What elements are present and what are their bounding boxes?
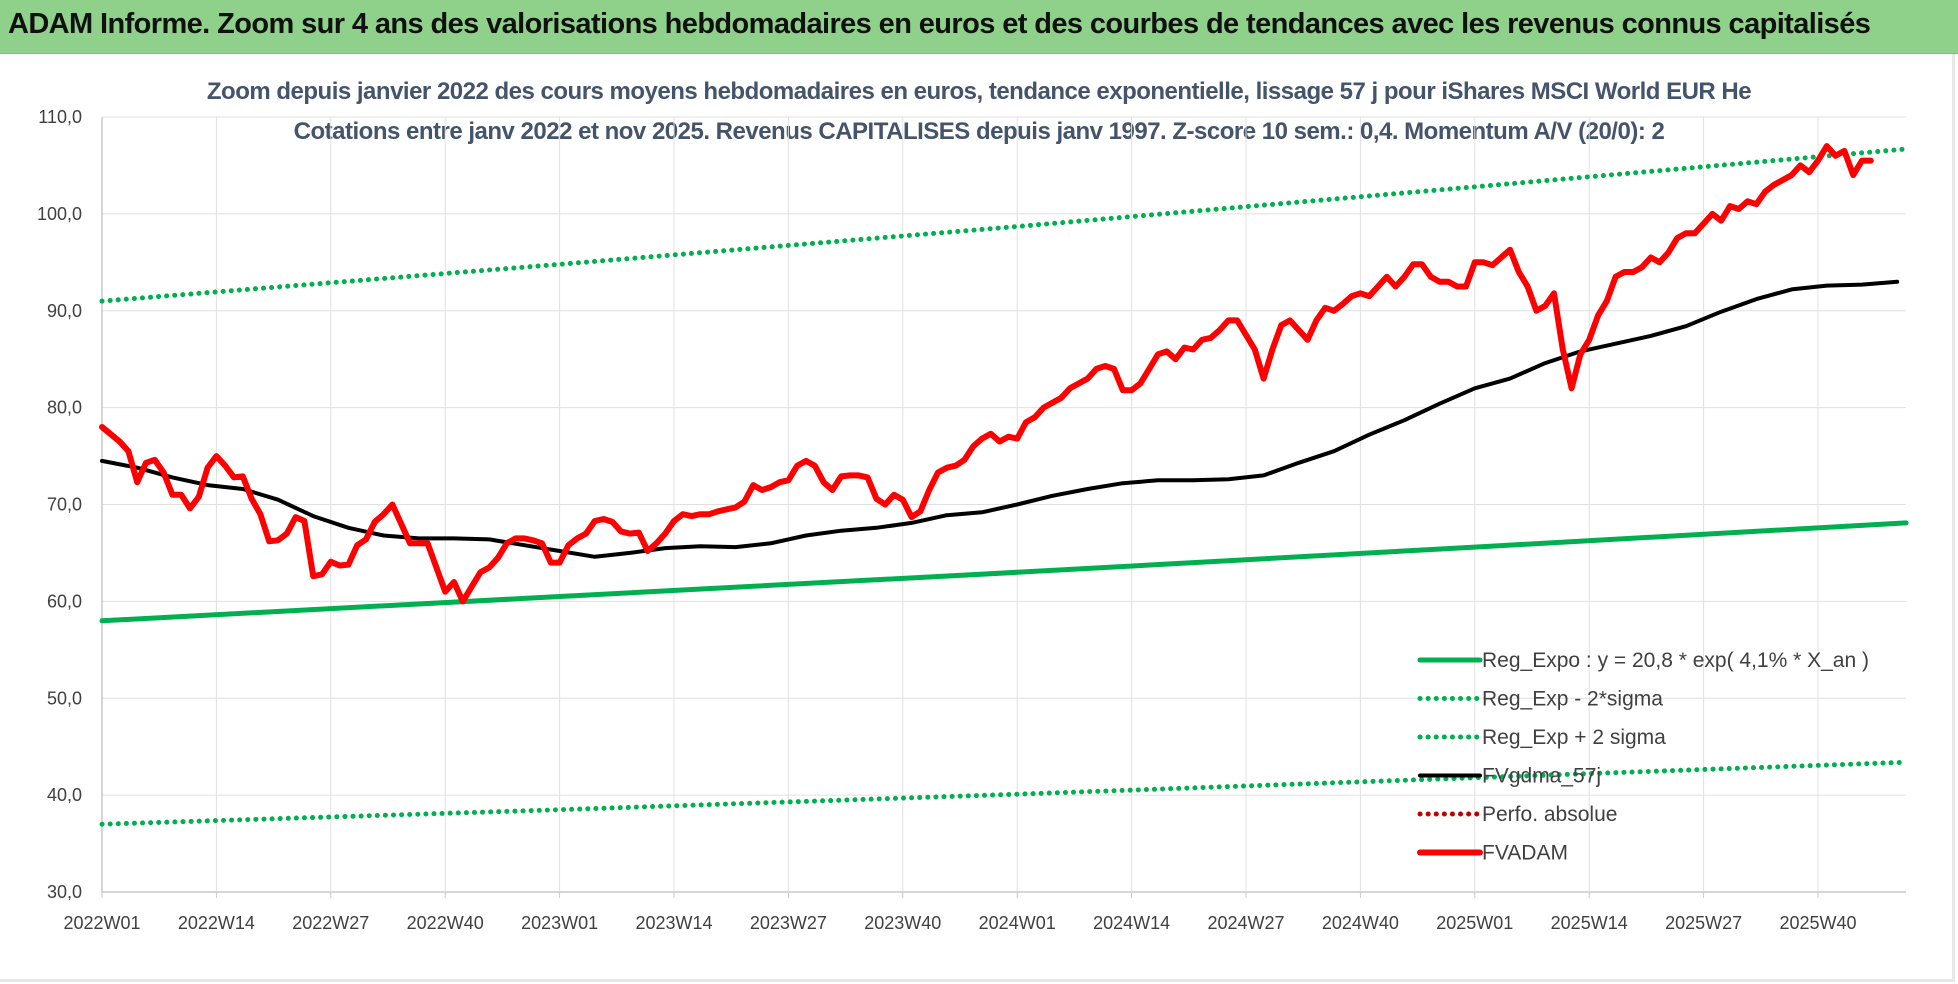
x-tick-label: 2024W14	[1093, 913, 1170, 933]
y-tick-label: 50,0	[47, 688, 82, 708]
series-line-3	[100, 279, 1900, 559]
chart-title-line2: Cotations entre janv 2022 et nov 2025. R…	[293, 118, 1665, 145]
legend-label-5: FVADAM	[1482, 842, 1568, 865]
x-tick-label: 2025W01	[1436, 913, 1513, 933]
series-line-0	[99, 520, 1909, 624]
x-tick-label: 2024W01	[979, 913, 1056, 933]
x-tick-label: 2022W14	[178, 913, 255, 933]
x-tick-label: 2024W40	[1322, 913, 1399, 933]
x-tick-label: 2025W27	[1665, 913, 1742, 933]
y-tick-label: 110,0	[38, 107, 82, 127]
x-tick-label: 2025W40	[1779, 913, 1856, 933]
series-layer	[99, 143, 1909, 827]
y-tick-label: 30,0	[47, 882, 82, 902]
chart-title-line1: Zoom depuis janvier 2022 des cours moyen…	[206, 78, 1752, 105]
y-tick-label: 80,0	[47, 398, 82, 418]
x-tick-label: 2023W14	[635, 913, 712, 933]
legend: Reg_Expo : y = 20,8 * exp( 4,1% * X_an )…	[1417, 649, 1869, 865]
y-tick-label: 70,0	[47, 495, 82, 515]
legend-label-0: Reg_Expo : y = 20,8 * exp( 4,1% * X_an )	[1482, 649, 1869, 672]
legend-label-4: Perfo. absolue	[1482, 803, 1617, 826]
x-tick-label: 2024W27	[1207, 913, 1284, 933]
x-tick-label: 2022W40	[407, 913, 484, 933]
x-axis-ticks: 2022W01 2022W14 2022W27 2022W40 2023W01 2023W…	[63, 913, 1856, 933]
y-tick-label: 100,0	[37, 204, 82, 224]
y-axis-ticks: 30,0 40,0 50,0 60,0 70,0 80,0 90,0 100,0 110,0	[37, 107, 82, 902]
x-tick-label: 2022W27	[292, 913, 369, 933]
gridlines	[101, 116, 1906, 898]
x-tick-label: 2022W01	[63, 913, 140, 933]
x-tick-label: 2025W14	[1551, 913, 1628, 933]
legend-label-1: Reg_Exp - 2*sigma	[1482, 688, 1663, 711]
banner-title: ADAM Informe. Zoom sur 4 ans des valoris…	[8, 8, 1871, 40]
y-tick-label: 60,0	[47, 591, 82, 611]
legend-label-2: Reg_Exp + 2 sigma	[1482, 726, 1666, 749]
y-tick-label: 90,0	[47, 301, 82, 321]
legend-label-3: FVgdma_57j	[1482, 765, 1601, 788]
chart-frame	[0, 54, 1955, 982]
x-tick-label: 2023W27	[750, 913, 827, 933]
series-line-1	[99, 759, 1909, 827]
x-tick-label: 2023W01	[521, 913, 598, 933]
series-line-2	[99, 146, 1909, 304]
series-line-5	[99, 143, 1874, 605]
y-tick-label: 40,0	[47, 785, 82, 805]
x-tick-label: 2023W40	[864, 913, 941, 933]
banner: ADAM Informe. Zoom sur 4 ans des valoris…	[0, 0, 1958, 54]
